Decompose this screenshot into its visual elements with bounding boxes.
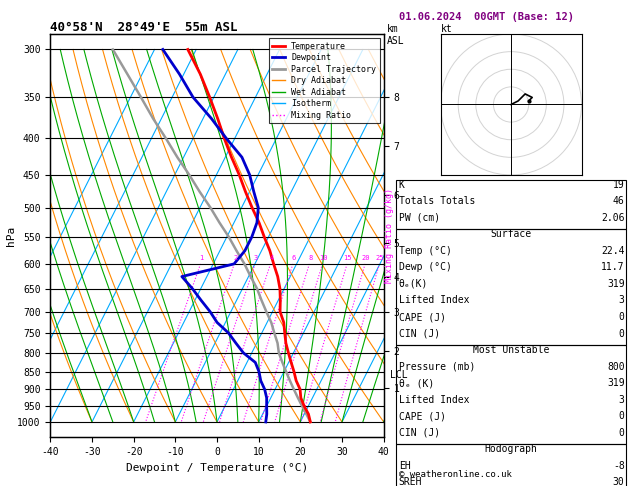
Text: Lifted Index: Lifted Index <box>399 295 469 306</box>
Text: 20: 20 <box>362 255 370 261</box>
Text: 1: 1 <box>199 255 204 261</box>
Text: Hodograph: Hodograph <box>484 444 538 454</box>
Text: 10: 10 <box>319 255 328 261</box>
Text: 46: 46 <box>613 196 625 207</box>
Text: 25: 25 <box>376 255 384 261</box>
X-axis label: Dewpoint / Temperature (°C): Dewpoint / Temperature (°C) <box>126 463 308 473</box>
Text: EH: EH <box>399 461 411 471</box>
Text: 3: 3 <box>619 395 625 405</box>
Text: 3: 3 <box>619 295 625 306</box>
Text: θₑ (K): θₑ (K) <box>399 378 434 388</box>
Text: km
ASL: km ASL <box>387 24 404 46</box>
Text: 319: 319 <box>607 378 625 388</box>
Text: 2.06: 2.06 <box>601 213 625 223</box>
Text: Temp (°C): Temp (°C) <box>399 246 452 256</box>
Text: 15: 15 <box>343 255 352 261</box>
Legend: Temperature, Dewpoint, Parcel Trajectory, Dry Adiabat, Wet Adiabat, Isotherm, Mi: Temperature, Dewpoint, Parcel Trajectory… <box>269 38 379 123</box>
Text: © weatheronline.co.uk: © weatheronline.co.uk <box>399 469 512 479</box>
Text: Surface: Surface <box>491 229 532 240</box>
Text: SREH: SREH <box>399 477 422 486</box>
Text: 22.4: 22.4 <box>601 246 625 256</box>
Text: -8: -8 <box>613 461 625 471</box>
Text: 01.06.2024  00GMT (Base: 12): 01.06.2024 00GMT (Base: 12) <box>399 12 574 22</box>
Text: Pressure (mb): Pressure (mb) <box>399 362 475 372</box>
Text: 0: 0 <box>619 312 625 322</box>
Text: 11.7: 11.7 <box>601 262 625 273</box>
Text: θₑ(K): θₑ(K) <box>399 279 428 289</box>
Text: 800: 800 <box>607 362 625 372</box>
Text: 4: 4 <box>269 255 274 261</box>
Text: 0: 0 <box>619 411 625 421</box>
Text: K: K <box>399 180 404 190</box>
Text: 0: 0 <box>619 428 625 438</box>
Text: kt: kt <box>440 24 452 34</box>
Text: Dewp (°C): Dewp (°C) <box>399 262 452 273</box>
Text: Mixing Ratio (g/kg): Mixing Ratio (g/kg) <box>385 188 394 283</box>
Text: LCL: LCL <box>391 370 408 380</box>
Text: 19: 19 <box>613 180 625 190</box>
Y-axis label: hPa: hPa <box>6 226 16 246</box>
Text: 6: 6 <box>292 255 296 261</box>
Text: Totals Totals: Totals Totals <box>399 196 475 207</box>
Text: CIN (J): CIN (J) <box>399 329 440 339</box>
Text: 319: 319 <box>607 279 625 289</box>
Text: CIN (J): CIN (J) <box>399 428 440 438</box>
Text: Lifted Index: Lifted Index <box>399 395 469 405</box>
Text: 2: 2 <box>233 255 237 261</box>
Text: 40°58'N  28°49'E  55m ASL: 40°58'N 28°49'E 55m ASL <box>50 21 238 34</box>
Text: 3: 3 <box>254 255 258 261</box>
Text: 30: 30 <box>613 477 625 486</box>
Text: 8: 8 <box>308 255 313 261</box>
Text: Most Unstable: Most Unstable <box>473 345 549 355</box>
Text: CAPE (J): CAPE (J) <box>399 312 446 322</box>
Text: CAPE (J): CAPE (J) <box>399 411 446 421</box>
Text: 0: 0 <box>619 329 625 339</box>
Text: PW (cm): PW (cm) <box>399 213 440 223</box>
